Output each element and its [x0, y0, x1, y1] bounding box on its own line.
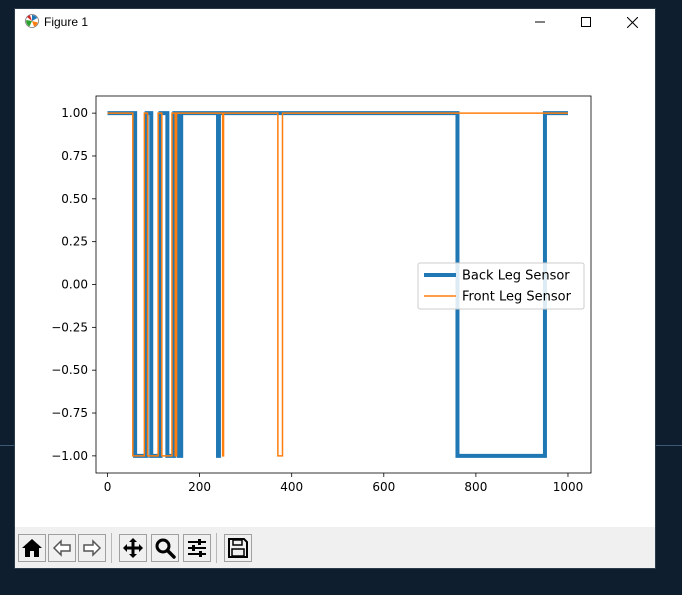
- desktop-edge-right: [655, 445, 682, 446]
- maximize-button[interactable]: [563, 9, 609, 35]
- y-tick-label: −0.25: [51, 320, 88, 334]
- y-tick-label: 0.50: [61, 192, 88, 206]
- y-tick-label: −1.00: [51, 449, 88, 463]
- figure-canvas[interactable]: 0 200 400 600 800 1000 1.00 0.75 0.50 0.25 0.00 −0.…: [15, 35, 655, 527]
- x-tick-label: 600: [372, 480, 395, 494]
- back-button[interactable]: [48, 534, 76, 562]
- figure-window: Figure 1 0 200 400 600 800 1000 1.00 0.75 0.50 0.…: [15, 9, 655, 568]
- minimize-button[interactable]: [517, 9, 563, 35]
- y-tick-label: 0.25: [61, 235, 88, 249]
- legend-label: Front Leg Sensor: [462, 290, 572, 305]
- y-tick-label: −0.75: [51, 406, 88, 420]
- x-tick-label: 1000: [553, 480, 584, 494]
- legend-label: Back Leg Sensor: [462, 269, 570, 284]
- configure-subplots-button[interactable]: [183, 534, 211, 562]
- window-title: Figure 1: [44, 15, 89, 29]
- x-tick-label: 200: [188, 480, 211, 494]
- maximize-icon: [581, 17, 591, 27]
- navigation-toolbar: [15, 527, 655, 568]
- toolbar-separator: [111, 533, 112, 563]
- forward-arrow-icon: [83, 539, 102, 557]
- x-tick-label: 0: [104, 480, 112, 494]
- toolbar-separator: [216, 533, 217, 563]
- floppy-disk-icon: [228, 538, 248, 558]
- home-icon: [22, 539, 42, 557]
- y-tick-label: −0.50: [51, 363, 88, 377]
- close-icon: [626, 16, 638, 28]
- y-tick-label: 0.00: [61, 278, 88, 292]
- save-button[interactable]: [224, 534, 252, 562]
- x-tick-label: 400: [280, 480, 303, 494]
- close-button[interactable]: [609, 9, 655, 35]
- y-tick-label: 0.75: [61, 149, 88, 163]
- series-line-front-leg-sensor: [107, 112, 568, 457]
- plot-area: 0 200 400 600 800 1000 1.00 0.75 0.50 0.25 0.00 −0.…: [51, 95, 592, 494]
- move-icon: [123, 538, 143, 558]
- y-tick-label: 1.00: [61, 106, 88, 120]
- back-arrow-icon: [52, 539, 71, 557]
- sliders-icon: [188, 539, 206, 557]
- forward-button[interactable]: [78, 534, 106, 562]
- matplotlib-logo-icon: [25, 14, 39, 28]
- x-tick-label: 800: [464, 480, 487, 494]
- pan-button[interactable]: [119, 534, 147, 562]
- desktop-edge-left: [0, 445, 15, 446]
- magnifier-icon: [155, 538, 176, 559]
- home-button[interactable]: [18, 534, 46, 562]
- title-bar[interactable]: Figure 1: [15, 9, 655, 35]
- legend-box: [417, 262, 585, 310]
- minimize-icon: [535, 21, 545, 23]
- zoom-button[interactable]: [151, 534, 179, 562]
